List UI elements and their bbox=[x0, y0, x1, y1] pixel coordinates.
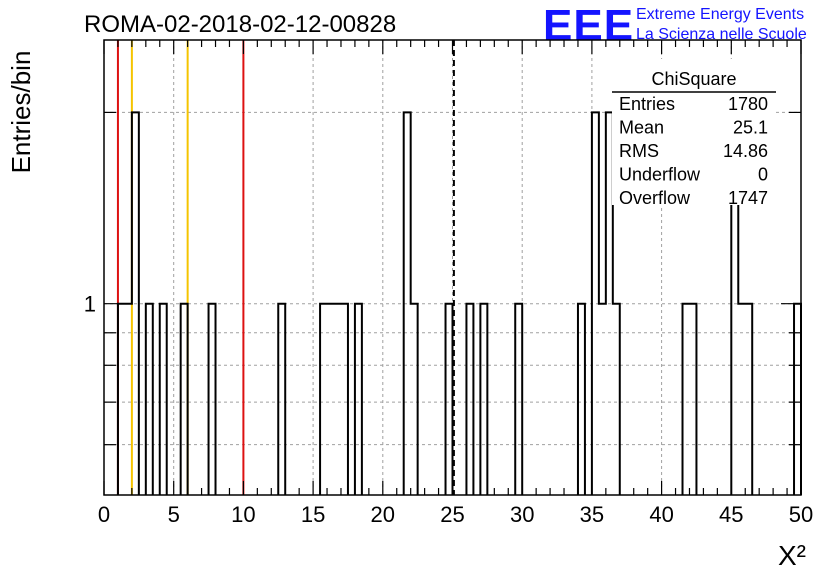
stats-row-value: 14.86 bbox=[723, 141, 768, 161]
x-tick-label: 35 bbox=[580, 502, 604, 527]
eee-logo: EEE Extreme Energy Events La Scienza nel… bbox=[543, 1, 807, 50]
logo-line-2: La Scienza nelle Scuole bbox=[636, 26, 807, 43]
stats-row-label: RMS bbox=[619, 141, 659, 161]
logo-line-1: Extreme Energy Events bbox=[636, 6, 804, 23]
stats-box-bg bbox=[612, 59, 776, 205]
stats-row-value: 1780 bbox=[728, 94, 768, 114]
stats-row-label: Entries bbox=[619, 94, 675, 114]
x-tick-label: 50 bbox=[789, 502, 813, 527]
stats-row-label: Underflow bbox=[619, 165, 701, 185]
x-tick-label: 0 bbox=[98, 502, 110, 527]
stats-row-value: 0 bbox=[758, 165, 768, 185]
y-axis-label: Entries/bin bbox=[6, 51, 36, 174]
x-tick-label: 40 bbox=[649, 502, 673, 527]
x-tick-labels: 0 5 10 15 20 25 30 35 40 45 50 bbox=[98, 502, 813, 527]
stats-box: ChiSquare Entries 1780 Mean 25.1 RMS 14.86 Und… bbox=[612, 59, 776, 208]
x-tick-label: 15 bbox=[301, 502, 325, 527]
x-axis-label: X² bbox=[778, 540, 806, 571]
x-tick-label: 10 bbox=[231, 502, 255, 527]
stats-row-label: Overflow bbox=[619, 188, 691, 208]
x-tick-label: 30 bbox=[510, 502, 534, 527]
x-tick-label: 25 bbox=[440, 502, 464, 527]
axis-ticks bbox=[103, 40, 802, 495]
chart-title: ROMA-02-2018-02-12-00828 bbox=[84, 11, 396, 38]
x-tick-label: 20 bbox=[371, 502, 395, 527]
histogram-outline bbox=[116, 111, 802, 495]
stats-box-title: ChiSquare bbox=[651, 69, 736, 89]
x-tick-label: 45 bbox=[719, 502, 743, 527]
stats-row-value: 1747 bbox=[728, 188, 768, 208]
y-tick-label: 1 bbox=[84, 292, 96, 317]
y-tick-labels: 1 bbox=[84, 292, 96, 317]
stats-row-label: Mean bbox=[619, 118, 664, 138]
x-tick-label: 5 bbox=[168, 502, 180, 527]
logo-mark: EEE bbox=[543, 1, 634, 50]
stats-row-value: 25.1 bbox=[733, 118, 768, 138]
